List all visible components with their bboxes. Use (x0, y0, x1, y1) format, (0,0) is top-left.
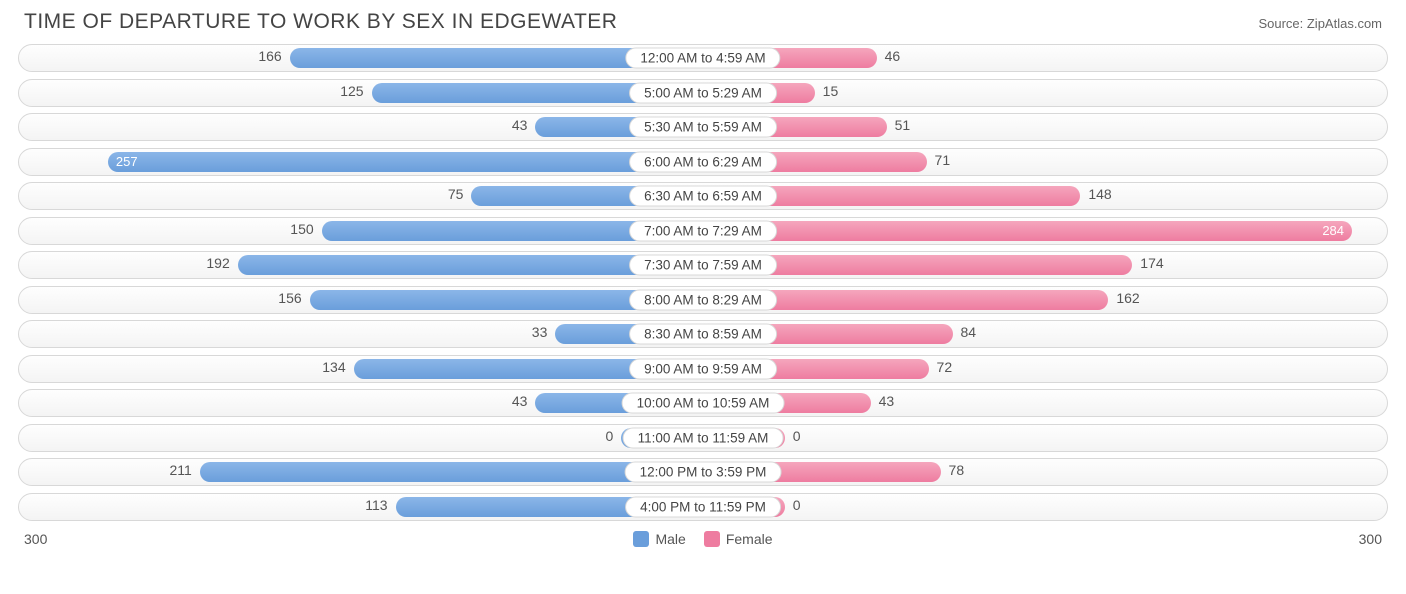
legend-female-label: Female (726, 531, 773, 547)
chart-title: TIME OF DEPARTURE TO WORK BY SEX IN EDGE… (24, 10, 617, 34)
category-label: 7:00 AM to 7:29 AM (629, 220, 777, 241)
legend-female: Female (704, 531, 773, 547)
chart-row: 113 0 4:00 PM to 11:59 PM (18, 493, 1388, 521)
female-value-label: 78 (949, 462, 965, 482)
male-value-label: 150 (290, 221, 313, 241)
category-label: 9:00 AM to 9:59 AM (629, 358, 777, 379)
chart-row: 150 284 7:00 AM to 7:29 AM (18, 217, 1388, 245)
male-value-label: 125 (340, 83, 363, 103)
category-label: 12:00 AM to 4:59 AM (625, 48, 780, 69)
male-value-label: 75 (448, 186, 464, 206)
female-value-label: 72 (937, 359, 953, 379)
female-value-label: 174 (1140, 255, 1163, 275)
legend: Male Female (633, 531, 772, 547)
female-value-label: 46 (885, 48, 901, 68)
diverging-bar-chart: 166 46 12:00 AM to 4:59 AM 125 15 5:00 AM to … (18, 44, 1388, 521)
category-label: 6:30 AM to 6:59 AM (629, 186, 777, 207)
category-label: 4:00 PM to 11:59 PM (625, 496, 781, 517)
female-value-label: 43 (879, 393, 895, 413)
chart-row: 257 71 6:00 AM to 6:29 AM (18, 148, 1388, 176)
chart-row: 33 84 8:30 AM to 8:59 AM (18, 320, 1388, 348)
chart-row: 211 78 12:00 PM to 3:59 PM (18, 458, 1388, 486)
male-value-label: 33 (532, 324, 548, 344)
legend-male-swatch (633, 531, 649, 547)
male-value-label: 0 (605, 428, 613, 448)
category-label: 7:30 AM to 7:59 AM (629, 255, 777, 276)
chart-row: 125 15 5:00 AM to 5:29 AM (18, 79, 1388, 107)
legend-male-label: Male (655, 531, 685, 547)
male-value-label: 43 (512, 117, 528, 137)
legend-female-swatch (704, 531, 720, 547)
category-label: 8:00 AM to 8:29 AM (629, 289, 777, 310)
male-value-label: 43 (512, 393, 528, 413)
female-value-label: 51 (895, 117, 911, 137)
category-label: 6:00 AM to 6:29 AM (629, 151, 777, 172)
legend-male: Male (633, 531, 685, 547)
axis-right-max: 300 (1359, 531, 1382, 547)
axis-left-max: 300 (24, 531, 47, 547)
female-bar: 284 (703, 221, 1352, 241)
chart-row: 166 46 12:00 AM to 4:59 AM (18, 44, 1388, 72)
female-value-label: 71 (935, 152, 951, 172)
chart-row: 0 0 11:00 AM to 11:59 AM (18, 424, 1388, 452)
chart-row: 43 43 10:00 AM to 10:59 AM (18, 389, 1388, 417)
female-value-label: 284 (1322, 223, 1344, 238)
female-value-label: 0 (793, 497, 801, 517)
male-value-label: 166 (258, 48, 281, 68)
category-label: 5:00 AM to 5:29 AM (629, 82, 777, 103)
category-label: 8:30 AM to 8:59 AM (629, 324, 777, 345)
female-value-label: 0 (793, 428, 801, 448)
chart-row: 134 72 9:00 AM to 9:59 AM (18, 355, 1388, 383)
category-label: 12:00 PM to 3:59 PM (625, 462, 782, 483)
male-value-label: 156 (278, 290, 301, 310)
male-value-label: 134 (322, 359, 345, 379)
male-value-label: 192 (206, 255, 229, 275)
female-value-label: 84 (961, 324, 977, 344)
category-label: 11:00 AM to 11:59 AM (623, 427, 784, 448)
female-value-label: 162 (1116, 290, 1139, 310)
category-label: 5:30 AM to 5:59 AM (629, 117, 777, 138)
male-value-label: 257 (116, 154, 138, 169)
chart-row: 43 51 5:30 AM to 5:59 AM (18, 113, 1388, 141)
source-attribution: Source: ZipAtlas.com (1258, 16, 1382, 31)
axis-legend-row: 300 Male Female 300 (18, 527, 1388, 547)
chart-row: 192 174 7:30 AM to 7:59 AM (18, 251, 1388, 279)
female-value-label: 15 (823, 83, 839, 103)
category-label: 10:00 AM to 10:59 AM (622, 393, 785, 414)
female-value-label: 148 (1088, 186, 1111, 206)
chart-row: 156 162 8:00 AM to 8:29 AM (18, 286, 1388, 314)
male-bar: 257 (108, 152, 703, 172)
male-value-label: 211 (169, 462, 191, 482)
chart-row: 75 148 6:30 AM to 6:59 AM (18, 182, 1388, 210)
male-value-label: 113 (365, 497, 387, 517)
